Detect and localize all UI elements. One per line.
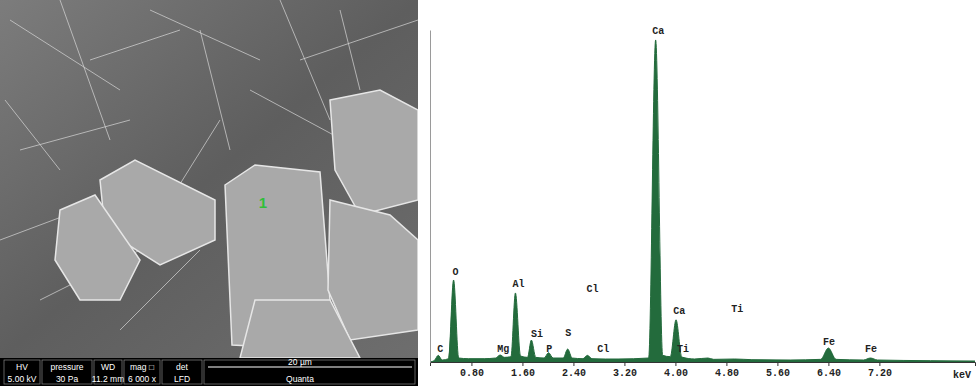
peak-label: Fe [865, 344, 877, 355]
x-tick-label: 6.40 [817, 368, 841, 379]
crystal-plate [328, 200, 418, 340]
peak-label: Ti [677, 344, 689, 355]
x-tick-label: 2.40 [562, 368, 586, 379]
info-cell [4, 360, 40, 384]
crystal-plate [240, 300, 360, 358]
info-header: mag □ [130, 362, 154, 372]
fibre [280, 0, 330, 120]
x-tick: 6.40 [817, 362, 841, 379]
info-header: pressure [50, 362, 83, 372]
fibre [60, 0, 110, 140]
x-tick: 4.80 [715, 362, 739, 379]
spectrum [430, 40, 975, 362]
peak-label: Ca [652, 26, 664, 37]
peak-label: Al [513, 279, 525, 290]
info-bar: HV 5.00 kV pressure 30 Pa WD 11.2 mm mag □ 6 00… [0, 357, 418, 386]
fibre [90, 30, 180, 60]
x-tick-label: 5.60 [766, 368, 790, 379]
info-cell [124, 360, 160, 384]
peak-label: Mg [497, 344, 509, 355]
info-value: 11.2 mm [92, 374, 124, 384]
x-axis-title: keV [953, 370, 971, 381]
peak-label: Cl [587, 284, 599, 295]
fibre [200, 30, 230, 150]
info-header: HV [16, 362, 28, 372]
x-tick-mark [471, 362, 472, 366]
spectrum-chart: 0.80 1.60 2.40 3.20 4.00 4.80 5.60 6.40 7.20 keV C… [430, 26, 976, 381]
x-tick: 3.20 [613, 362, 637, 379]
scale-bar-label: 20 µm [288, 357, 312, 367]
info-cell [42, 360, 92, 384]
micrograph: 1 HV 5.00 kV pressure 30 Pa WD 11.2 mm mag □ 6 0… [0, 0, 418, 386]
info-value: 30 Pa [56, 374, 78, 384]
peak-label: S [565, 328, 571, 339]
x-tick-mark [828, 362, 829, 366]
micrograph-background [0, 0, 418, 358]
x-tick-label: 4.80 [715, 368, 739, 379]
x-tick: 2.40 [562, 362, 586, 379]
x-tick-mark [879, 362, 880, 366]
peak-label: Cl [597, 344, 609, 355]
x-tick-label: 1.60 [511, 368, 535, 379]
info-header: WD [101, 362, 115, 372]
info-value: 6 000 x [128, 374, 157, 384]
info-value: LFD [174, 374, 190, 384]
fibre [300, 20, 418, 60]
peak-label: P [546, 344, 552, 355]
x-tick: 5.60 [766, 362, 790, 379]
x-tick-mark [726, 362, 727, 366]
x-tick: 0.80 [460, 362, 484, 379]
peak-label: Ti [731, 304, 743, 315]
x-tick: 7.20 [868, 362, 892, 379]
x-tick-mark [573, 362, 574, 366]
info-value: 5.00 kV [8, 374, 37, 384]
y-axis-line [430, 31, 431, 363]
x-tick-label: 0.80 [460, 368, 484, 379]
x-tick-mark [675, 362, 676, 366]
instrument: Quanta [286, 374, 314, 384]
point-label: 1 [259, 194, 267, 211]
x-tick-mark [777, 362, 778, 366]
y-axis [430, 31, 431, 363]
peak-label: C [437, 344, 443, 355]
x-tick-label: 4.00 [664, 368, 688, 379]
info-header: det [176, 362, 188, 372]
peak-label: Si [531, 329, 543, 340]
x-tick: 1.60 [511, 362, 535, 379]
x-axis: 0.80 1.60 2.40 3.20 4.00 4.80 5.60 6.40 7.20 [431, 362, 976, 379]
x-tick-label: 7.20 [868, 368, 892, 379]
fibre [5, 100, 60, 170]
fibre [340, 10, 360, 90]
info-cell [162, 360, 202, 384]
x-tick-label: 3.20 [613, 368, 637, 379]
x-tick: 4.00 [664, 362, 688, 379]
x-tick-mark [624, 362, 625, 366]
peak-labels: C O Mg Al SiP S Cl Cl Ca Ca Ti Ti Fe Fe [437, 26, 877, 355]
plot-area [430, 40, 975, 362]
peak-label: Ca [673, 306, 685, 317]
x-axis-line [431, 363, 976, 367]
crystal-plate [55, 195, 140, 300]
info-bar-background [0, 358, 418, 386]
fibre [20, 120, 130, 150]
peak-label: Fe [823, 337, 835, 348]
crystal-plate [330, 90, 418, 215]
x-tick-mark [522, 362, 523, 366]
peak-label: O [452, 267, 458, 278]
figure: 1 HV 5.00 kV pressure 30 Pa WD 11.2 mm mag □ 6 0… [0, 0, 978, 386]
